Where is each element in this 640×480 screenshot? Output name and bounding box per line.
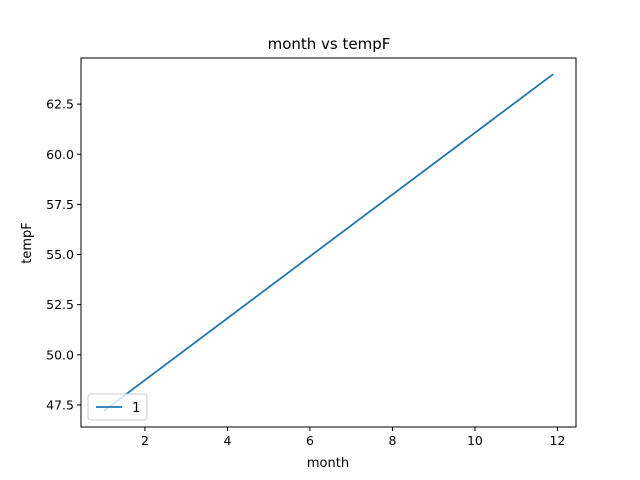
y-tick-label: 62.5: [46, 97, 74, 112]
legend: 1: [87, 393, 148, 421]
x-tick-label: 10: [467, 433, 483, 448]
legend-label: 1: [132, 400, 141, 416]
x-axis-ticks: 2 4 6 8 10 12: [141, 427, 565, 448]
x-tick-label: 6: [306, 433, 314, 448]
y-tick-label: 47.5: [46, 397, 74, 412]
y-axis-ticks: 47.5 50.0 52.5 55.0 57.5 60.0 62.5: [46, 97, 81, 412]
series-layer: [103, 73, 554, 412]
y-tick-label: 50.0: [46, 347, 74, 362]
x-tick-label: 8: [388, 433, 396, 448]
y-tick-label: 57.5: [46, 197, 74, 212]
series-line-1: [103, 73, 554, 412]
x-tick-label: 2: [141, 433, 149, 448]
x-axis-label: month: [307, 456, 349, 471]
x-tick-label: 4: [223, 433, 231, 448]
y-tick-label: 60.0: [46, 147, 74, 162]
plot-area: [80, 57, 577, 428]
chart-title: month vs tempF: [268, 35, 391, 53]
y-tick-label: 55.0: [46, 247, 74, 262]
x-tick-label: 12: [549, 433, 565, 448]
y-tick-label: 52.5: [46, 297, 74, 312]
y-axis-label: tempF: [20, 222, 35, 264]
